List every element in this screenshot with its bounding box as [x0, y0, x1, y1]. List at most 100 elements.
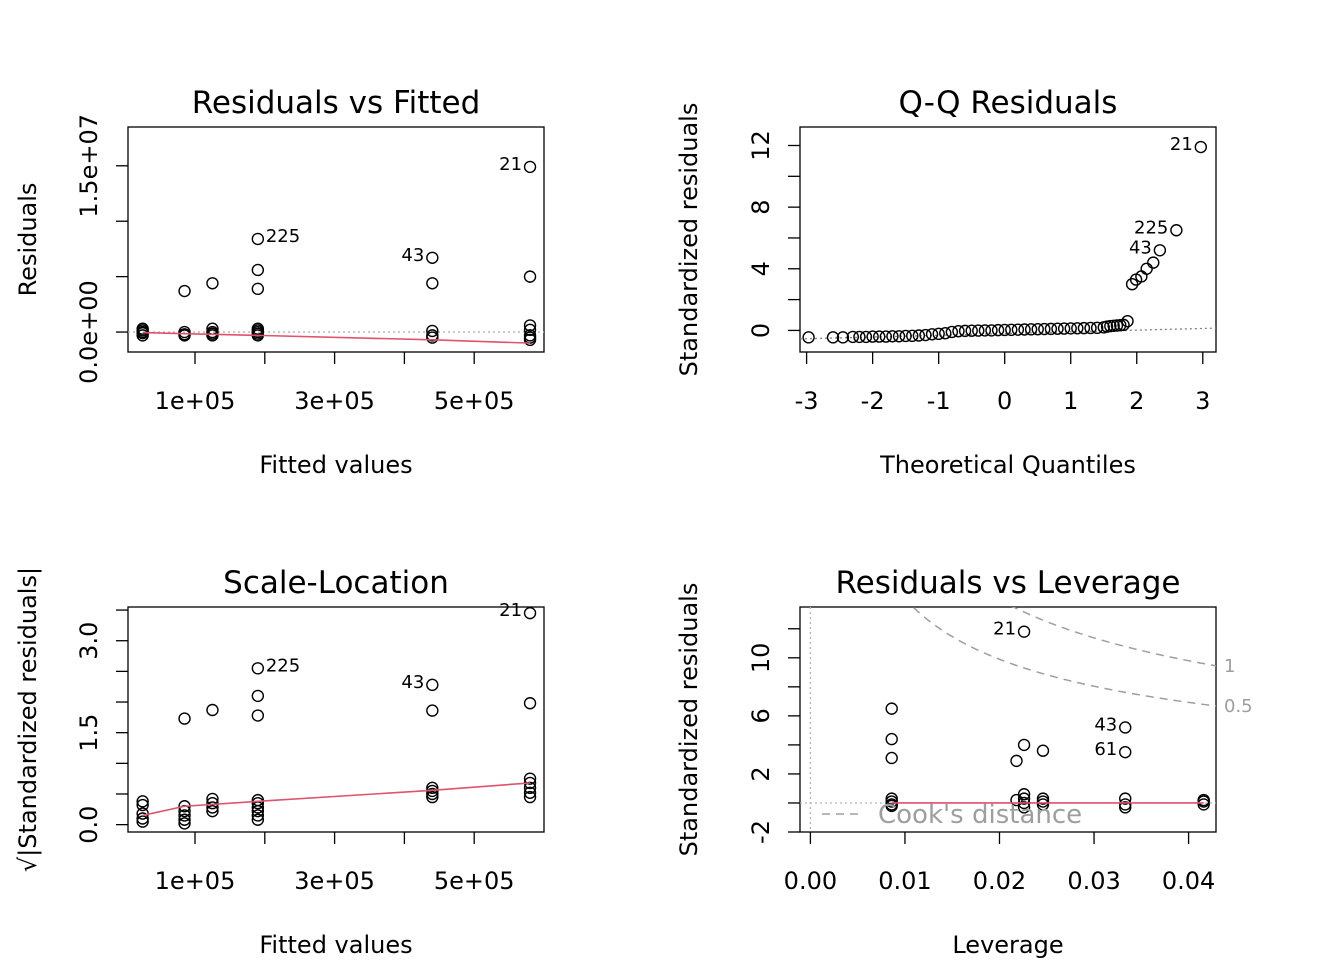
data-point — [885, 792, 898, 805]
data-point — [251, 282, 265, 296]
cooks-contour-label: 0.5 — [1224, 696, 1253, 717]
data-point — [873, 330, 886, 343]
data-point — [1197, 798, 1210, 811]
data-point — [866, 330, 879, 343]
data-point — [251, 662, 265, 675]
x-tick-label: 5e+05 — [434, 867, 515, 895]
data-point — [1018, 323, 1031, 336]
plot-frame — [127, 126, 545, 353]
x-tick-label: 3 — [1195, 387, 1210, 415]
data-point — [1170, 224, 1183, 237]
y-tick-label: 4 — [747, 261, 775, 276]
smoother-line — [142, 782, 531, 817]
data-point — [426, 331, 439, 344]
y-axis-label: Standardized residuals — [675, 583, 703, 857]
data-point — [1024, 323, 1038, 336]
data-point — [178, 817, 191, 830]
cooks-contour-label: 1 — [1224, 656, 1235, 677]
data-point — [1057, 322, 1071, 335]
x-tick-label: 1e+05 — [155, 867, 236, 895]
data-point — [1071, 322, 1084, 335]
residuals-vs-fitted-panel: Residuals vs Fitted Fitted values Residual… — [14, 85, 545, 479]
data-point — [136, 812, 149, 825]
data-point — [136, 324, 149, 337]
data-point — [426, 277, 439, 290]
data-point — [925, 328, 939, 341]
data-point — [1153, 244, 1167, 257]
plot-frame — [799, 606, 1217, 833]
data-point — [136, 798, 149, 812]
x-tick-label: 0.03 — [1067, 867, 1120, 895]
data-point — [886, 330, 899, 343]
data-point — [523, 786, 537, 799]
data-point — [1119, 798, 1132, 811]
x-tick-label: 0 — [997, 387, 1012, 415]
legend-label: Cook's distance — [878, 800, 1082, 830]
plot-area — [128, 160, 544, 347]
data-point — [1077, 321, 1091, 335]
data-point — [885, 732, 898, 746]
data-point — [985, 324, 998, 337]
point-label: 21 — [993, 619, 1016, 640]
data-point — [426, 678, 439, 692]
y-tick-label: 0 — [747, 323, 775, 338]
data-point — [1036, 744, 1050, 757]
data-point — [251, 813, 265, 826]
data-point — [802, 331, 815, 344]
data-point — [1051, 322, 1064, 335]
data-point — [1119, 721, 1132, 734]
x-tick-label: -1 — [927, 387, 951, 415]
data-point — [1084, 321, 1097, 335]
data-point — [251, 689, 265, 703]
data-point — [836, 331, 850, 344]
x-axis-label: Theoretical Quantiles — [879, 451, 1136, 479]
data-point — [846, 330, 860, 344]
data-point — [178, 813, 191, 826]
data-point — [998, 323, 1011, 337]
point-label: 43 — [401, 245, 424, 266]
data-point — [1064, 322, 1077, 335]
data-point — [826, 331, 840, 344]
data-point — [952, 324, 965, 338]
x-tick-label: 0.01 — [878, 867, 931, 895]
data-point — [426, 790, 439, 804]
data-point — [523, 323, 537, 337]
point-label: 21 — [1170, 134, 1193, 155]
data-point — [912, 329, 926, 342]
data-point — [939, 326, 952, 340]
data-point — [892, 330, 906, 343]
data-point — [1119, 792, 1132, 805]
data-point — [251, 796, 265, 810]
data-point — [136, 815, 149, 828]
data-point — [206, 801, 219, 814]
x-axis-label: Leverage — [952, 931, 1063, 959]
data-point — [426, 251, 439, 264]
data-point — [523, 772, 537, 785]
x-tick-label: 1 — [1063, 387, 1078, 415]
point-label: 43 — [401, 672, 424, 693]
y-tick-label: 0.0e+00 — [75, 280, 103, 384]
data-point — [1117, 318, 1130, 332]
data-point — [251, 232, 265, 246]
data-point — [426, 704, 439, 717]
y-tick-label: 8 — [747, 199, 775, 214]
data-point — [426, 787, 439, 801]
data-point — [178, 284, 191, 298]
point-label: 21 — [499, 154, 522, 175]
plot-frame — [127, 606, 545, 833]
x-tick-label: -2 — [861, 387, 885, 415]
data-point — [853, 330, 866, 344]
data-point — [1119, 801, 1132, 814]
data-point — [1119, 745, 1132, 759]
point-label: 225 — [266, 655, 300, 676]
point-label: 225 — [266, 226, 300, 247]
x-tick-label: 0.02 — [973, 867, 1026, 895]
y-axis-label: Standardized residuals — [675, 103, 703, 377]
data-point — [136, 795, 149, 808]
data-point — [251, 263, 265, 277]
x-tick-label: 2 — [1129, 387, 1144, 415]
y-axis-label: √|Standardized residuals| — [14, 567, 42, 872]
data-point — [1031, 322, 1044, 336]
data-point — [958, 324, 972, 338]
data-point — [1140, 262, 1153, 275]
